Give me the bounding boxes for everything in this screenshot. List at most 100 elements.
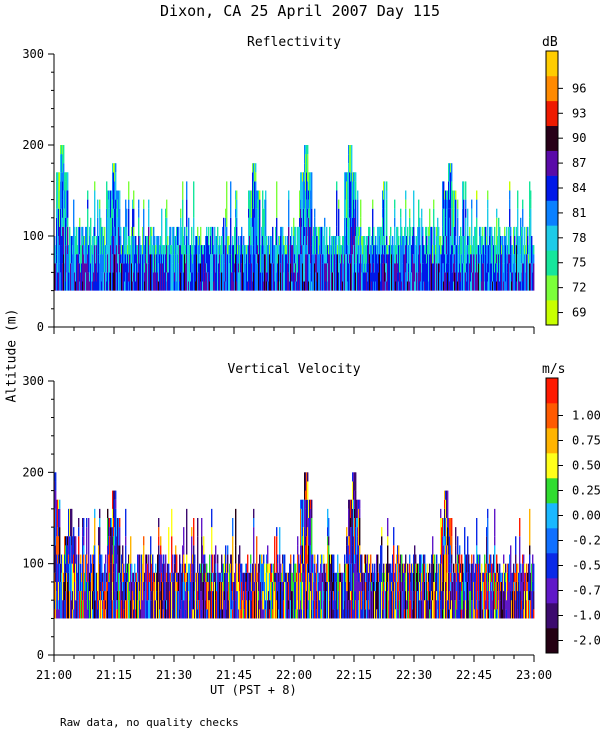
heatmap-cell xyxy=(185,245,187,264)
heatmap-cell xyxy=(235,508,237,546)
heatmap-cell xyxy=(396,281,398,291)
heatmap-cell xyxy=(76,600,78,619)
heatmap-cell xyxy=(291,245,293,273)
heatmap-cell xyxy=(143,208,145,236)
heatmap-cell xyxy=(498,272,500,291)
heatmap-cell xyxy=(465,554,467,582)
heatmap-cell xyxy=(446,581,448,592)
heatmap-cell xyxy=(154,254,156,291)
heatmap-cell xyxy=(172,554,174,582)
heatmap-cell xyxy=(344,554,346,564)
heatmap-cells xyxy=(54,145,535,291)
heatmap-cell xyxy=(129,254,131,282)
heatmap-cell xyxy=(323,591,325,601)
footnote: Raw data, no quality checks xyxy=(60,716,239,729)
heatmap-cell xyxy=(500,600,502,619)
heatmap-cell xyxy=(315,236,317,255)
heatmap-cell xyxy=(175,236,177,255)
heatmap-cell xyxy=(497,572,499,582)
heatmap-cell xyxy=(455,236,457,264)
heatmap-cell xyxy=(55,481,57,491)
heatmap-cell xyxy=(64,581,66,601)
heatmap-cell xyxy=(311,609,313,619)
heatmap-cell xyxy=(300,591,302,601)
heatmap-cell xyxy=(269,600,271,610)
heatmap-cell xyxy=(304,236,306,273)
heatmap-cell xyxy=(78,226,80,255)
heatmap-cell xyxy=(112,254,114,273)
heatmap-cell xyxy=(529,554,531,592)
heatmap-cell xyxy=(413,572,415,592)
heatmap-cell xyxy=(302,499,304,518)
colorbar-band xyxy=(546,200,558,226)
heatmap-cell xyxy=(299,254,301,291)
heatmap-cell xyxy=(307,591,309,610)
heatmap-cell xyxy=(382,190,384,209)
heatmap-cell xyxy=(449,199,451,209)
heatmap-cell xyxy=(227,554,229,573)
heatmap-cell xyxy=(309,208,311,227)
heatmap-cell xyxy=(146,236,148,264)
heatmap-cell xyxy=(433,563,435,582)
heatmap-cell xyxy=(59,527,61,564)
heatmap-cell xyxy=(476,545,478,564)
heatmap-cell xyxy=(437,572,439,610)
heatmap-cell xyxy=(76,254,78,291)
heatmap-cell xyxy=(493,245,495,282)
heatmap-cell xyxy=(366,272,368,291)
heatmap-cell xyxy=(301,226,303,236)
heatmap-cell xyxy=(276,245,278,273)
heatmap-cell xyxy=(209,600,211,619)
heatmap-cell xyxy=(291,226,293,246)
heatmap-cell xyxy=(233,581,235,601)
heatmap-cell xyxy=(56,263,58,291)
x-tick-label: 22:30 xyxy=(396,668,432,682)
heatmap-cell xyxy=(93,545,95,555)
heatmap-cell xyxy=(81,600,83,619)
heatmap-cell xyxy=(363,591,365,619)
heatmap-cell xyxy=(489,226,491,236)
heatmap-cell xyxy=(61,554,63,564)
heatmap-cell xyxy=(63,572,65,582)
heatmap-cell xyxy=(241,609,243,619)
heatmap-cell xyxy=(474,281,476,291)
heatmap-cell xyxy=(114,545,116,564)
heatmap-cell xyxy=(389,281,391,291)
heatmap-cell xyxy=(262,190,264,209)
heatmap-cell xyxy=(145,581,147,619)
heatmap-cell xyxy=(151,226,153,236)
heatmap-cell xyxy=(276,600,278,619)
heatmap-cell xyxy=(334,609,336,619)
heatmap-cell xyxy=(351,190,353,227)
heatmap-cell xyxy=(266,272,268,282)
heatmap-cell xyxy=(191,536,193,573)
heatmap-cell xyxy=(467,245,469,255)
heatmap-cell xyxy=(477,245,479,273)
heatmap-cell xyxy=(444,490,446,500)
heatmap-cell xyxy=(487,591,489,619)
heatmap-cell xyxy=(400,272,402,291)
heatmap-cell xyxy=(97,272,99,291)
heatmap-cell xyxy=(357,254,359,291)
heatmap-cell xyxy=(214,581,216,619)
heatmap-cell xyxy=(350,600,352,619)
heatmap-cell xyxy=(238,236,240,264)
heatmap-cell xyxy=(243,609,245,619)
heatmap-cell xyxy=(348,536,350,546)
heatmap-cell xyxy=(439,563,441,592)
heatmap-cell xyxy=(61,236,63,246)
heatmap-cell xyxy=(409,245,411,282)
heatmap-cell xyxy=(430,572,432,601)
heatmap-cell xyxy=(293,217,295,236)
heatmap-cell xyxy=(409,281,411,291)
heatmap-cell xyxy=(529,263,531,291)
colorbar-tick-label: -0.50 xyxy=(572,559,600,573)
heatmap-cell xyxy=(418,199,420,227)
heatmap-cell xyxy=(318,254,320,291)
heatmap-cell xyxy=(343,263,345,291)
heatmap-cell xyxy=(58,508,60,537)
heatmap-cell xyxy=(359,508,361,518)
heatmap-cell xyxy=(344,600,346,619)
heatmap-cell xyxy=(330,245,332,264)
heatmap-cell xyxy=(379,563,381,582)
